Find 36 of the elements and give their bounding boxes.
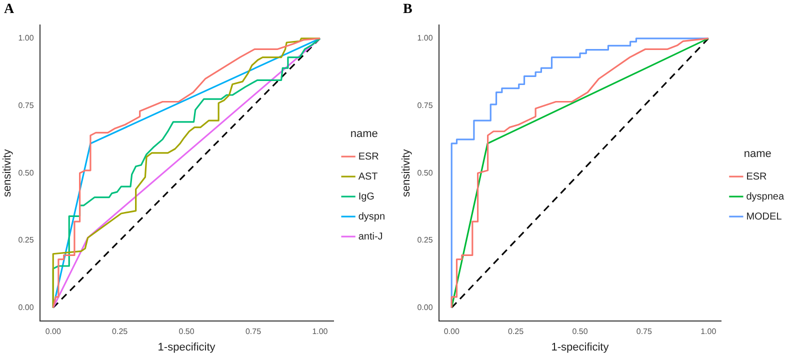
legend-label: IgG [358, 191, 375, 202]
y-axis-title: sensitivity [2, 148, 14, 197]
x-tick-label: 1.00 [312, 327, 328, 336]
legend-label: MODEL [746, 211, 782, 222]
x-tick-label: 0.75 [245, 327, 262, 336]
y-tick-label: 0.25 [417, 236, 434, 245]
x-tick-label: 0.00 [45, 327, 62, 336]
x-tick-label: 0.25 [112, 327, 128, 336]
x-tick-label: 0.50 [572, 327, 588, 336]
x-axis-title: 1-specificity [158, 341, 216, 354]
x-tick-label: 0.25 [508, 327, 524, 336]
y-tick-label: 0.00 [18, 302, 34, 312]
legend-label: AST [358, 171, 378, 182]
chart-title: B [403, 2, 412, 18]
legend-label: dyspn [358, 211, 386, 222]
legend-title: name [350, 128, 378, 140]
x-tick-label: 0.50 [178, 327, 195, 336]
y-tick-label: 0.00 [417, 302, 434, 312]
legend-label: ESR [358, 151, 379, 162]
y-tick-label: 1.00 [18, 34, 34, 43]
legend-label: dyspnea [746, 191, 784, 202]
y-tick-label: 0.50 [417, 168, 434, 178]
y-tick-label: 0.75 [417, 100, 434, 110]
legend-label: anti-J [358, 231, 383, 242]
legend-title: name [744, 148, 772, 160]
x-tick-label: 0.00 [444, 327, 460, 336]
legend-label: ESR [746, 171, 767, 182]
x-tick-label: 1.00 [700, 327, 717, 336]
y-tick-label: 0.50 [18, 168, 34, 178]
y-tick-label: 0.25 [18, 236, 34, 245]
x-axis-title: 1-specificity [551, 341, 610, 354]
x-tick-label: 0.75 [636, 327, 652, 336]
y-tick-label: 1.00 [417, 34, 434, 43]
y-tick-label: 0.75 [18, 100, 34, 110]
y-axis-title: sensitivity [400, 148, 413, 197]
chart-title: A [4, 2, 14, 18]
